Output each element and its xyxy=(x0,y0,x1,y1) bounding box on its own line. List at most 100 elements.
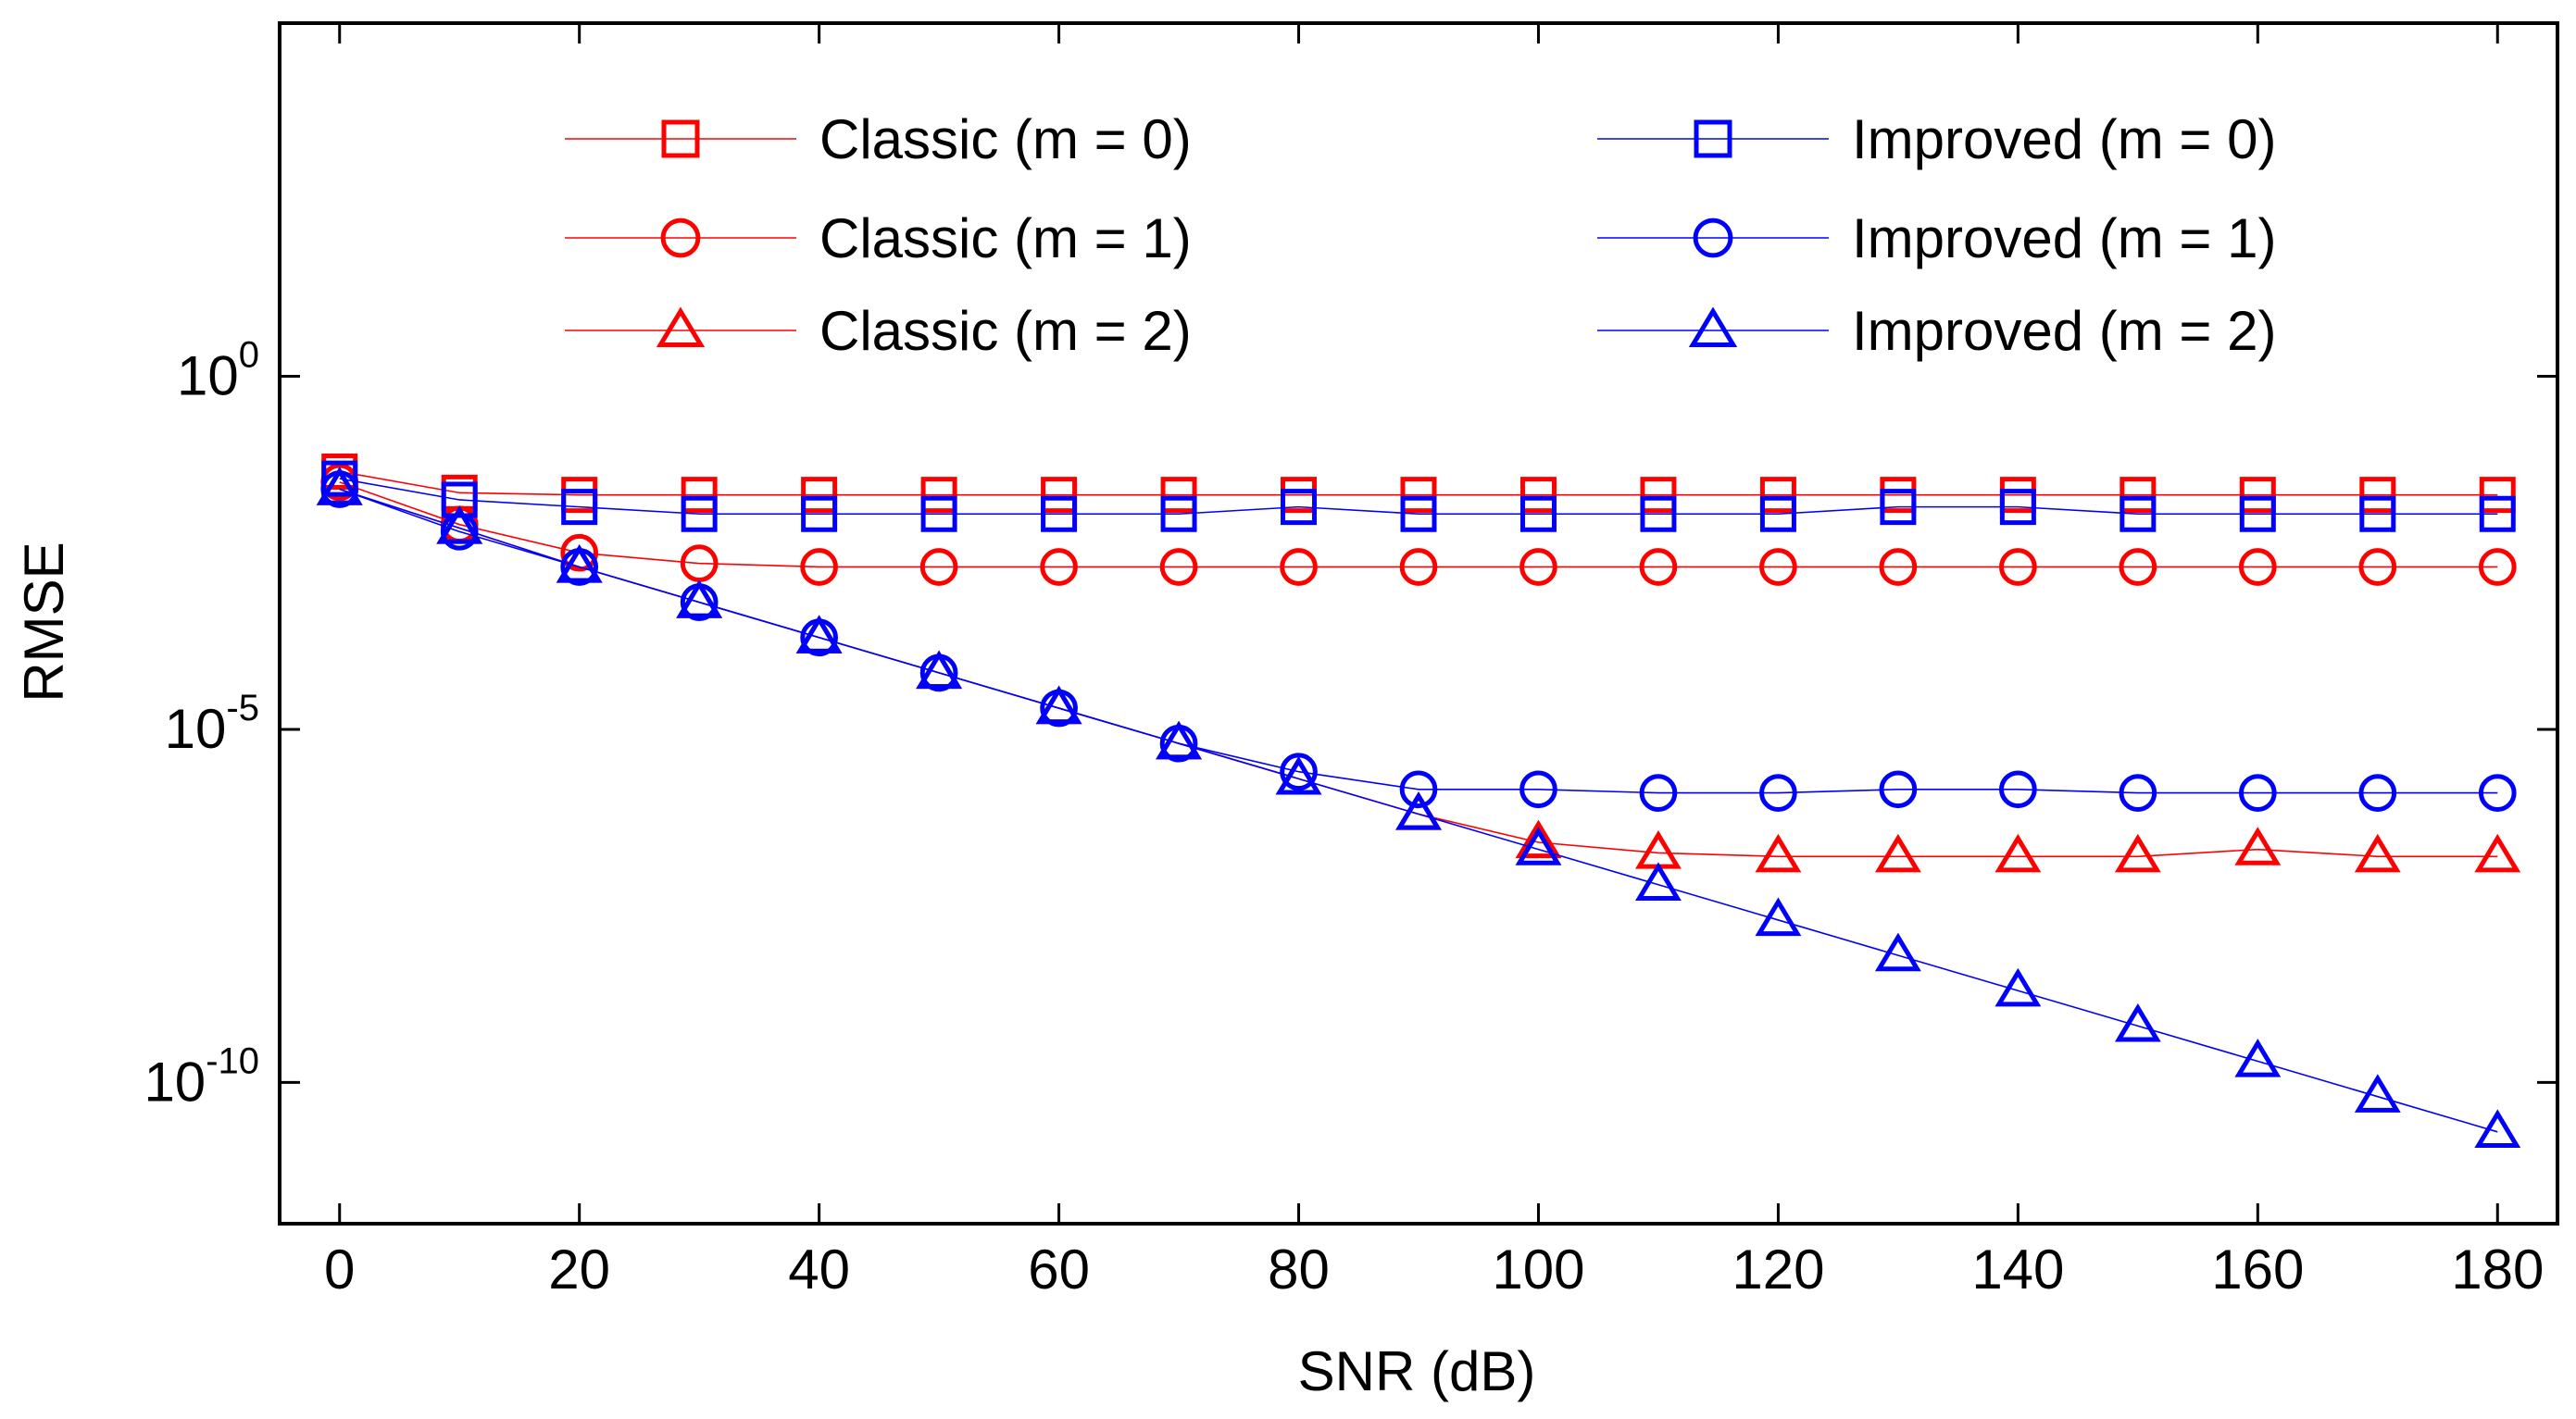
data-point-improved-m-0-20 xyxy=(561,489,598,526)
data-point-classic-m-0-110 xyxy=(1640,477,1677,514)
data-point-improved-m-1-130 xyxy=(1879,770,1918,809)
series-improved-m-2 xyxy=(316,467,2521,1148)
data-point-improved-m-0-80 xyxy=(1281,489,1318,526)
data-point-improved-m-2-80 xyxy=(1275,755,1322,795)
legend: Classic (m = 0) Classic (m = 1) Classic (m… xyxy=(565,108,2276,362)
series-line-improved-m-0 xyxy=(339,478,2498,516)
x-axis-label: SNR (dB) xyxy=(1298,1340,1536,1402)
legend-entry-classic-m-1: Classic (m = 1) xyxy=(565,207,1192,269)
legend-entry-classic-m-2: Classic (m = 2) xyxy=(565,300,1192,362)
data-point-improved-m-0-130 xyxy=(1880,489,1917,526)
data-point-classic-m-2-160 xyxy=(2234,827,2282,865)
data-point-improved-m-2-20 xyxy=(556,544,603,583)
data-point-improved-m-2-10 xyxy=(436,505,483,544)
legend-entry-improved-m-2: Improved (m = 2) xyxy=(1597,300,2276,362)
data-point-classic-m-0-90 xyxy=(1400,477,1437,514)
legend-label-improved-m-1: Improved (m = 1) xyxy=(1852,207,2276,269)
data-point-improved-m-2-50 xyxy=(916,650,963,690)
data-point-classic-m-1-40 xyxy=(800,548,838,586)
data-point-improved-m-2-30 xyxy=(676,579,723,618)
x-tick-label-80: 80 xyxy=(1268,1239,1330,1301)
data-point-classic-m-0-160 xyxy=(2239,477,2276,514)
data-point-improved-m-0-110 xyxy=(1640,495,1677,532)
data-point-improved-m-0-40 xyxy=(801,495,838,532)
data-point-classic-m-2-140 xyxy=(1995,833,2042,873)
data-point-improved-m-0-180 xyxy=(2479,495,2516,532)
x-tick-label-0: 0 xyxy=(324,1239,355,1301)
legend-marker-classic-m-1 xyxy=(660,218,701,258)
series-line-classic-m-0 xyxy=(339,470,2498,496)
data-point-improved-m-0-170 xyxy=(2359,495,2396,532)
y-tick-label--5: 10-5 xyxy=(165,688,259,760)
x-tick-label-60: 60 xyxy=(1028,1239,1090,1301)
data-point-improved-m-2-140 xyxy=(1995,967,2042,1007)
data-point-classic-m-0-170 xyxy=(2359,477,2396,514)
data-point-classic-m-1-90 xyxy=(1399,548,1438,586)
data-point-improved-m-1-150 xyxy=(2119,774,2157,812)
y-tick-label--10: 10-10 xyxy=(144,1040,259,1113)
legend-marker-classic-m-0 xyxy=(661,119,700,158)
data-point-classic-m-0-60 xyxy=(1041,477,1078,514)
data-point-classic-m-0-180 xyxy=(2479,477,2516,514)
data-point-classic-m-2-170 xyxy=(2354,833,2401,873)
legend-entry-improved-m-0: Improved (m = 0) xyxy=(1597,108,2276,170)
data-point-classic-m-0-100 xyxy=(1519,477,1557,514)
series-improved-m-0 xyxy=(321,460,2516,532)
data-point-improved-m-1-160 xyxy=(2238,774,2277,812)
data-point-improved-m-2-170 xyxy=(2354,1074,2401,1113)
data-point-classic-m-1-20 xyxy=(560,533,599,572)
data-point-classic-m-2-130 xyxy=(1874,833,1921,873)
data-point-improved-m-0-70 xyxy=(1160,495,1197,532)
data-point-improved-m-1-90 xyxy=(1399,770,1438,809)
data-point-classic-m-1-100 xyxy=(1519,548,1557,586)
legend-label-classic-m-2: Classic (m = 2) xyxy=(819,300,1192,362)
x-tick-label-40: 40 xyxy=(788,1239,850,1301)
series-layer xyxy=(316,453,2521,1148)
legend-marker-classic-m-2 xyxy=(656,306,706,348)
data-point-improved-m-0-60 xyxy=(1041,495,1078,532)
data-point-classic-m-0-30 xyxy=(681,477,718,514)
x-tick-label-20: 20 xyxy=(548,1239,610,1301)
legend-entry-classic-m-0: Classic (m = 0) xyxy=(565,108,1192,170)
data-point-improved-m-0-100 xyxy=(1519,495,1557,532)
data-point-improved-m-2-130 xyxy=(1874,932,1921,972)
data-point-classic-m-1-170 xyxy=(2358,548,2397,586)
data-point-improved-m-1-170 xyxy=(2358,774,2397,812)
data-point-classic-m-1-110 xyxy=(1639,548,1678,586)
x-tick-label-180: 180 xyxy=(2451,1239,2544,1301)
data-point-classic-m-2-100 xyxy=(1515,819,1562,859)
data-point-improved-m-0-90 xyxy=(1400,495,1437,532)
data-point-improved-m-0-50 xyxy=(920,495,957,532)
data-point-improved-m-2-0 xyxy=(316,467,363,505)
y-tick-label-0: 100 xyxy=(177,334,259,406)
legend-marker-improved-m-2 xyxy=(1688,306,1738,348)
data-point-classic-m-1-180 xyxy=(2478,548,2517,586)
plot-frame xyxy=(278,21,2559,1226)
data-point-improved-m-1-140 xyxy=(1999,770,2037,809)
data-point-improved-m-2-160 xyxy=(2234,1039,2282,1077)
legend-marker-improved-m-0 xyxy=(1694,119,1732,158)
data-point-classic-m-1-50 xyxy=(919,548,958,586)
data-point-classic-m-2-120 xyxy=(1755,833,1802,873)
x-tick-label-160: 160 xyxy=(2211,1239,2304,1301)
data-point-classic-m-1-60 xyxy=(1040,548,1078,586)
legend-label-classic-m-0: Classic (m = 0) xyxy=(819,108,1192,170)
data-point-classic-m-1-130 xyxy=(1879,548,1918,586)
data-point-classic-m-0-120 xyxy=(1759,477,1796,514)
data-point-classic-m-1-160 xyxy=(2238,548,2277,586)
legend-label-improved-m-2: Improved (m = 2) xyxy=(1852,300,2276,362)
data-point-improved-m-2-180 xyxy=(2474,1109,2521,1148)
legend-marker-improved-m-1 xyxy=(1693,218,1733,258)
data-point-improved-m-2-90 xyxy=(1395,791,1442,830)
data-point-improved-m-0-30 xyxy=(681,495,718,532)
data-point-improved-m-0-140 xyxy=(1999,489,2036,526)
data-point-improved-m-1-100 xyxy=(1519,770,1557,809)
legend-label-improved-m-0: Improved (m = 0) xyxy=(1852,108,2276,170)
data-point-improved-m-2-60 xyxy=(1035,685,1082,725)
data-point-improved-m-2-70 xyxy=(1156,720,1202,760)
legend-entry-improved-m-1: Improved (m = 1) xyxy=(1597,207,2276,269)
x-tick-label-140: 140 xyxy=(1971,1239,2064,1301)
y-axis-label: RMSE xyxy=(13,541,75,702)
data-point-improved-m-2-120 xyxy=(1755,897,1802,937)
